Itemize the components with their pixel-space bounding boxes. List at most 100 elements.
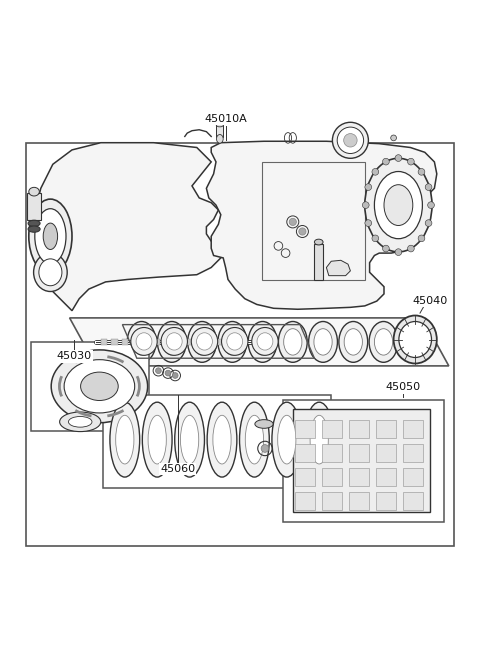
Bar <box>293 409 430 512</box>
Bar <box>403 420 423 438</box>
Ellipse shape <box>383 245 389 252</box>
Ellipse shape <box>314 329 332 355</box>
Ellipse shape <box>28 226 40 233</box>
Ellipse shape <box>167 333 182 350</box>
Ellipse shape <box>193 329 211 355</box>
Bar <box>216 125 223 138</box>
Ellipse shape <box>156 368 161 373</box>
Bar <box>143 339 149 345</box>
Bar <box>349 443 369 462</box>
Ellipse shape <box>197 333 212 350</box>
Bar <box>238 339 244 345</box>
Bar <box>376 492 396 510</box>
Ellipse shape <box>314 239 323 245</box>
Ellipse shape <box>255 420 273 428</box>
Ellipse shape <box>39 259 62 286</box>
Bar <box>295 443 315 462</box>
Ellipse shape <box>408 245 414 252</box>
Ellipse shape <box>425 219 432 227</box>
Bar <box>103 395 331 488</box>
Ellipse shape <box>132 329 151 355</box>
Text: 45030: 45030 <box>57 351 92 362</box>
Bar <box>322 492 342 510</box>
Ellipse shape <box>289 218 297 225</box>
Bar <box>314 244 323 280</box>
Bar <box>217 339 223 345</box>
Ellipse shape <box>81 372 118 400</box>
Bar <box>349 492 369 510</box>
Bar <box>295 492 315 510</box>
Ellipse shape <box>337 127 364 153</box>
Polygon shape <box>34 143 221 310</box>
Ellipse shape <box>253 329 272 355</box>
Ellipse shape <box>148 415 167 464</box>
Ellipse shape <box>136 333 152 350</box>
Bar <box>206 339 213 345</box>
Ellipse shape <box>180 415 199 464</box>
Text: 45040: 45040 <box>412 296 447 306</box>
Ellipse shape <box>408 159 414 165</box>
Bar <box>262 162 365 280</box>
Bar <box>132 339 139 345</box>
Bar <box>376 443 396 462</box>
Ellipse shape <box>399 322 432 358</box>
Ellipse shape <box>35 209 66 264</box>
Ellipse shape <box>175 402 204 477</box>
Ellipse shape <box>29 187 39 196</box>
Ellipse shape <box>277 415 296 464</box>
Ellipse shape <box>213 415 231 464</box>
Bar <box>295 420 315 438</box>
Ellipse shape <box>51 350 148 422</box>
Bar <box>322 443 342 462</box>
Ellipse shape <box>372 235 379 242</box>
Ellipse shape <box>384 185 413 225</box>
Ellipse shape <box>207 402 237 477</box>
Ellipse shape <box>165 370 171 376</box>
Ellipse shape <box>43 223 58 250</box>
Ellipse shape <box>172 373 178 379</box>
Ellipse shape <box>332 122 369 159</box>
Ellipse shape <box>284 329 302 355</box>
Ellipse shape <box>383 159 389 165</box>
Ellipse shape <box>395 155 402 161</box>
Ellipse shape <box>304 402 334 477</box>
Bar <box>322 468 342 486</box>
Ellipse shape <box>418 235 425 242</box>
Bar <box>376 420 396 438</box>
Ellipse shape <box>394 316 437 364</box>
Ellipse shape <box>191 328 217 356</box>
Bar <box>403 468 423 486</box>
Ellipse shape <box>127 322 156 362</box>
Ellipse shape <box>425 184 432 191</box>
Ellipse shape <box>222 328 248 356</box>
Bar <box>26 143 454 546</box>
Bar <box>196 339 202 345</box>
Bar <box>122 339 128 345</box>
Ellipse shape <box>218 322 247 362</box>
Ellipse shape <box>299 228 306 235</box>
Ellipse shape <box>69 417 92 427</box>
Text: 45050: 45050 <box>385 383 421 392</box>
Bar <box>376 468 396 486</box>
Ellipse shape <box>278 322 307 362</box>
Bar <box>403 443 423 462</box>
Ellipse shape <box>143 402 172 477</box>
Bar <box>349 420 369 438</box>
Ellipse shape <box>163 329 181 355</box>
Ellipse shape <box>110 402 140 477</box>
Ellipse shape <box>188 322 216 362</box>
Ellipse shape <box>374 329 393 355</box>
Polygon shape <box>70 318 449 366</box>
Ellipse shape <box>372 168 379 175</box>
Ellipse shape <box>29 199 72 274</box>
Ellipse shape <box>240 402 269 477</box>
Bar <box>164 339 170 345</box>
Bar <box>154 339 160 345</box>
Text: 45060: 45060 <box>160 464 195 474</box>
Bar <box>111 339 118 345</box>
Bar <box>349 468 369 486</box>
Text: 45010A: 45010A <box>204 114 247 124</box>
Ellipse shape <box>28 220 40 227</box>
Ellipse shape <box>34 253 67 291</box>
Ellipse shape <box>116 415 134 464</box>
